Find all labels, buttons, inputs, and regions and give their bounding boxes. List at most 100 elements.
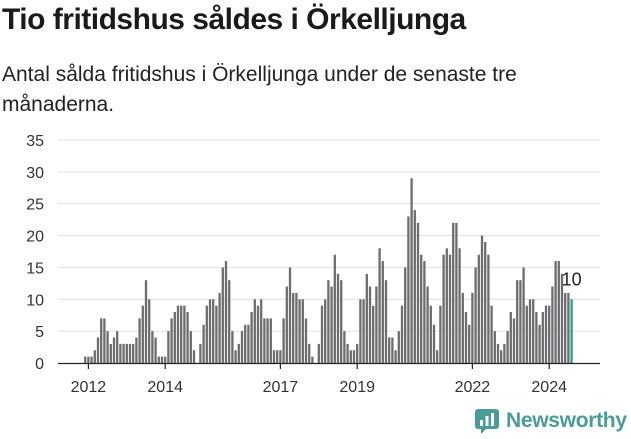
newsworthy-logo-icon — [475, 409, 499, 434]
bar — [208, 299, 212, 363]
bar — [372, 305, 375, 363]
bar — [221, 267, 224, 363]
bar — [186, 312, 189, 363]
bar — [544, 305, 548, 363]
bar — [477, 254, 480, 363]
y-tick-label: 10 — [26, 292, 44, 309]
bar — [292, 292, 295, 363]
bar — [336, 273, 340, 363]
bar — [202, 324, 205, 363]
bar — [368, 286, 372, 363]
bar — [183, 305, 186, 363]
bar — [484, 241, 487, 363]
bar — [538, 324, 541, 363]
bar — [180, 305, 183, 363]
bar — [487, 254, 490, 363]
bar — [304, 318, 308, 363]
bar — [116, 331, 119, 363]
brand-name: Newsworthy — [506, 409, 627, 432]
bar — [308, 343, 311, 363]
bar — [541, 312, 544, 363]
bar — [564, 292, 567, 363]
bar — [279, 350, 282, 363]
x-tick-label: 2017 — [263, 379, 299, 396]
bar — [352, 350, 356, 363]
bar — [84, 356, 87, 363]
bar — [151, 331, 154, 363]
bar — [212, 299, 215, 363]
bar — [109, 343, 112, 363]
x-tick-label: 2019 — [339, 379, 375, 396]
bar — [100, 318, 103, 363]
bar — [317, 343, 320, 363]
bar — [244, 324, 247, 363]
bar — [384, 280, 388, 363]
bar — [535, 312, 538, 363]
bar — [282, 318, 285, 363]
bar — [205, 305, 208, 363]
bar — [132, 343, 135, 363]
bar — [288, 267, 292, 363]
bar — [320, 305, 324, 363]
bar — [400, 305, 404, 363]
bar — [404, 267, 407, 363]
bar — [423, 261, 426, 363]
bar — [285, 286, 288, 363]
x-axis: 2012 2014 2017 2019 2022 2024 — [58, 362, 600, 396]
y-tick-label: 35 — [26, 133, 44, 150]
y-tick-label: 15 — [26, 260, 44, 277]
bar — [474, 267, 477, 363]
bar — [362, 299, 365, 363]
bar — [506, 331, 509, 363]
bar — [464, 312, 468, 363]
bar — [170, 318, 173, 363]
bar — [458, 248, 461, 363]
y-axis-labels: 0 5 10 15 20 25 30 35 — [26, 133, 44, 373]
bar — [349, 350, 352, 363]
bar — [260, 299, 263, 363]
bar — [173, 312, 176, 363]
bar — [301, 299, 304, 363]
y-tick-label: 20 — [26, 229, 44, 246]
bar — [528, 299, 532, 363]
bar — [112, 337, 116, 363]
bar — [496, 343, 500, 363]
bar — [176, 305, 180, 363]
bar — [234, 350, 237, 363]
bar — [445, 248, 448, 363]
bar — [448, 254, 452, 363]
bar — [189, 331, 192, 363]
bar — [167, 331, 170, 363]
bar — [557, 261, 560, 363]
bar — [381, 261, 384, 363]
bar — [461, 292, 464, 363]
bar — [157, 356, 160, 363]
bar — [148, 299, 151, 363]
bar — [199, 343, 202, 363]
bar — [263, 318, 266, 363]
brand[interactable]: Newsworthy — [474, 406, 627, 436]
bar — [388, 337, 391, 363]
y-tick-label: 30 — [26, 165, 44, 182]
x-tick-label: 2022 — [455, 379, 491, 396]
bar — [247, 324, 250, 363]
bar — [340, 280, 343, 363]
bar — [397, 331, 400, 363]
bar — [509, 312, 512, 363]
bar — [468, 324, 471, 363]
bar — [394, 350, 397, 363]
bar — [407, 216, 410, 363]
bar — [503, 343, 506, 363]
bar — [391, 337, 394, 363]
bar — [375, 286, 378, 363]
bars — [84, 178, 573, 363]
x-tick-label: 2014 — [147, 379, 183, 396]
bar — [119, 343, 122, 363]
bar — [269, 318, 272, 363]
bar — [256, 305, 260, 363]
bar — [333, 254, 336, 363]
bar — [164, 356, 167, 363]
bar — [525, 305, 528, 363]
bar — [455, 222, 458, 363]
